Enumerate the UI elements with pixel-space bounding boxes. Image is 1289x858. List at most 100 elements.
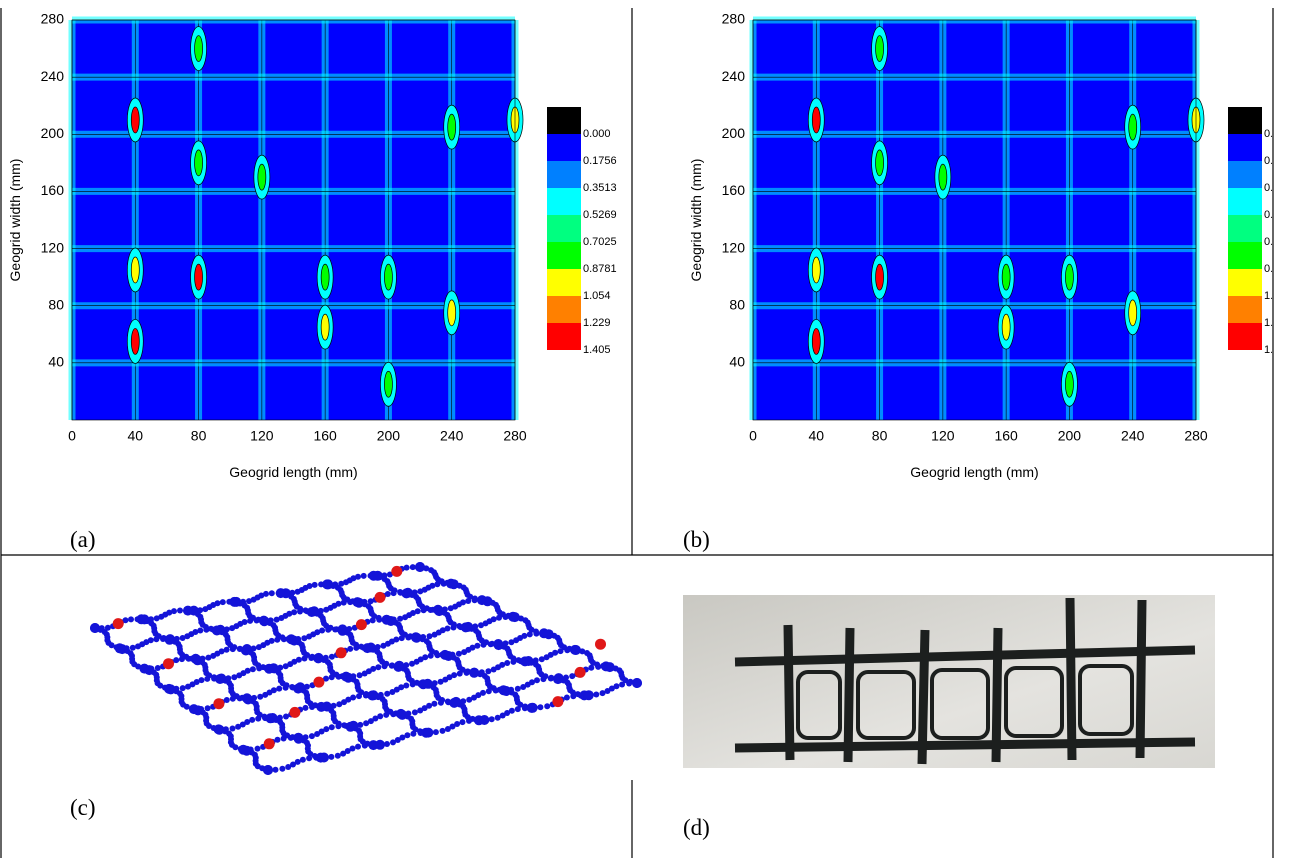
x-tick-label: 240 bbox=[440, 428, 464, 444]
particle bbox=[515, 686, 521, 692]
colorbar-swatch bbox=[1228, 134, 1262, 161]
particle bbox=[410, 681, 416, 687]
particle bbox=[232, 744, 238, 750]
particle bbox=[199, 677, 205, 683]
x-tick-label: 200 bbox=[1058, 428, 1082, 444]
colorbar-label: 0.000 bbox=[583, 128, 611, 140]
particle bbox=[412, 709, 418, 715]
particle bbox=[306, 755, 312, 761]
y-tick-label: 240 bbox=[722, 68, 746, 84]
particle bbox=[223, 726, 229, 732]
particle bbox=[291, 609, 297, 615]
particle bbox=[520, 656, 530, 666]
colorbar-swatch bbox=[1228, 242, 1262, 269]
x-tick-label: 160 bbox=[313, 428, 337, 444]
particle bbox=[504, 660, 510, 666]
contour-plot: 040801201602002402804080120160200240280G… bbox=[688, 11, 1289, 480]
particle bbox=[255, 746, 261, 752]
particle bbox=[403, 662, 409, 668]
particle bbox=[537, 704, 543, 710]
contour-peak-core bbox=[131, 328, 139, 354]
particle bbox=[124, 645, 130, 651]
particle bbox=[375, 740, 385, 750]
x-axis-label: Geogrid length (mm) bbox=[910, 464, 1038, 480]
particle bbox=[177, 608, 183, 614]
particle bbox=[251, 646, 257, 652]
colorbar-label: 0.5269 bbox=[1264, 209, 1289, 221]
particle bbox=[250, 615, 256, 621]
particle bbox=[464, 670, 470, 676]
colorbar-swatch bbox=[547, 323, 581, 350]
y-tick-label: 280 bbox=[722, 11, 746, 27]
colorbar-label: 1.229 bbox=[1264, 317, 1289, 329]
contour-peak-core bbox=[1002, 264, 1010, 290]
particle bbox=[322, 702, 332, 712]
particle bbox=[242, 619, 248, 625]
particle bbox=[410, 564, 416, 570]
particle bbox=[313, 755, 319, 761]
particle bbox=[404, 565, 410, 571]
particle bbox=[269, 590, 275, 596]
particle bbox=[423, 728, 433, 738]
particle bbox=[214, 724, 224, 734]
particle bbox=[269, 663, 279, 673]
particle bbox=[279, 766, 285, 772]
particle bbox=[344, 597, 350, 603]
particle bbox=[230, 696, 236, 702]
particle bbox=[304, 684, 310, 690]
colorbar-label: 0.5269 bbox=[583, 209, 617, 221]
particle bbox=[224, 647, 230, 653]
particle bbox=[440, 728, 446, 734]
particle bbox=[335, 723, 341, 729]
node-particle bbox=[595, 639, 606, 650]
colorbar-swatch bbox=[547, 269, 581, 296]
particle bbox=[500, 611, 506, 617]
particle bbox=[200, 656, 206, 662]
x-tick-label: 80 bbox=[191, 428, 207, 444]
particle bbox=[251, 695, 257, 701]
particle bbox=[431, 701, 437, 707]
particle bbox=[383, 712, 389, 718]
particle bbox=[614, 683, 620, 689]
contour-peak-core bbox=[384, 264, 392, 290]
particle bbox=[307, 583, 313, 589]
particle bbox=[384, 691, 390, 697]
particle bbox=[489, 716, 495, 722]
particle bbox=[433, 729, 439, 735]
colorbar-swatch bbox=[1228, 323, 1262, 350]
contour-peak-core bbox=[1065, 264, 1073, 290]
node-particle bbox=[391, 566, 402, 577]
y-axis-label: Geogrid width (mm) bbox=[7, 159, 23, 282]
colorbar-label: 0.1756 bbox=[583, 155, 617, 167]
particle bbox=[204, 676, 210, 682]
y-tick-label: 200 bbox=[722, 125, 746, 141]
x-tick-label: 200 bbox=[377, 428, 401, 444]
colorbar-swatch bbox=[1228, 107, 1262, 134]
particle bbox=[528, 703, 538, 713]
particle bbox=[510, 655, 516, 661]
particle bbox=[415, 562, 425, 572]
particle bbox=[369, 690, 379, 700]
particle bbox=[198, 706, 204, 712]
node-particle bbox=[163, 658, 174, 669]
particle bbox=[454, 721, 460, 727]
particle bbox=[439, 578, 445, 584]
particle bbox=[390, 711, 396, 717]
colorbar-label: 0.000 bbox=[1264, 128, 1289, 140]
particle bbox=[426, 703, 432, 709]
particle bbox=[561, 644, 567, 650]
contour-peak-core bbox=[448, 114, 456, 140]
particle bbox=[335, 753, 341, 759]
contour-peak-core bbox=[258, 164, 266, 190]
colorbar-label: 0.8781 bbox=[583, 263, 617, 275]
colorbar-label: 1.054 bbox=[1264, 290, 1289, 302]
particle bbox=[384, 741, 390, 747]
colorbar-label: 1.405 bbox=[583, 344, 611, 356]
colorbar-swatch bbox=[1228, 269, 1262, 296]
particle bbox=[148, 666, 154, 672]
particle bbox=[456, 651, 462, 657]
particle bbox=[331, 703, 337, 709]
contour-peak-core bbox=[131, 107, 139, 133]
x-tick-label: 280 bbox=[1184, 428, 1208, 444]
particle bbox=[588, 665, 594, 671]
